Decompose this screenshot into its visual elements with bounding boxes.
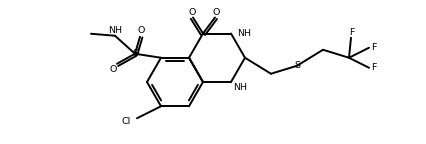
Text: O: O [188, 8, 196, 17]
Text: NH: NH [108, 26, 122, 35]
Text: Cl: Cl [122, 117, 131, 126]
Text: F: F [349, 28, 355, 37]
Text: F: F [371, 63, 377, 72]
Text: NH: NH [237, 29, 251, 38]
Text: O: O [109, 65, 117, 74]
Text: S: S [132, 49, 138, 58]
Text: F: F [371, 43, 377, 52]
Text: O: O [212, 8, 220, 17]
Text: NH: NH [233, 84, 247, 92]
Text: O: O [137, 26, 145, 35]
Text: S: S [294, 61, 300, 70]
